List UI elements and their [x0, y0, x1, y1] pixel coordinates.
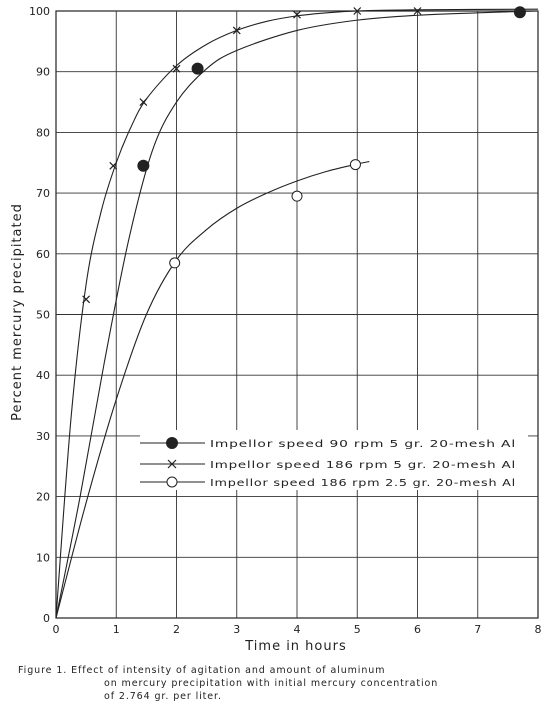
x-axis-label: Time in hours: [244, 639, 346, 654]
y-tick-label: 40: [36, 369, 50, 382]
data-point-x-mark: [293, 10, 301, 19]
legend-marker-186rpm-2-5gr: [140, 476, 205, 488]
data-point-filled-circle: [513, 6, 526, 19]
x-tick-label: 3: [233, 623, 240, 636]
legend-label-186rpm-2-5gr: Impellor speed 186 rpm 2.5 gr. 20-mesh A…: [210, 478, 516, 489]
figure-caption: Figure 1. Effect of intensity of agitati…: [18, 664, 548, 703]
legend-label-90rpm: Impellor speed 90 rpm 5 gr. 20-mesh Al: [210, 439, 516, 450]
caption-line-3: of 2.764 gr. per liter.: [104, 691, 222, 702]
x-tick-label: 6: [414, 623, 421, 636]
x-tick-label: 1: [113, 623, 120, 636]
series-curves: [55, 8, 539, 619]
curve-186rpm-2-5gr: [55, 161, 370, 619]
y-tick-label: 100: [29, 5, 50, 18]
y-tick-label: 20: [36, 491, 50, 504]
series-markers: [82, 6, 526, 304]
y-tick-label: 90: [36, 66, 50, 79]
data-point-x-mark: [232, 26, 241, 35]
data-point-x-mark: [353, 7, 362, 15]
x-tick-label: 0: [53, 623, 60, 636]
y-tick-label: 60: [36, 248, 50, 261]
data-point-open-circle: [291, 190, 303, 202]
y-tick-label: 70: [36, 187, 50, 200]
legend: Impellor speed 90 rpm 5 gr. 20-mesh Al I…: [140, 430, 528, 490]
data-point-x-mark: [413, 7, 422, 15]
data-point-open-circle: [169, 257, 181, 269]
data-point-x-mark: [82, 295, 91, 304]
data-point-filled-circle: [137, 159, 150, 172]
x-tick-label: 8: [535, 623, 542, 636]
curve-186rpm-5gr: [55, 8, 539, 619]
y-tick-label: 10: [36, 551, 50, 564]
data-point-filled-circle: [191, 62, 204, 75]
legend-label-186rpm-5gr: Impellor speed 186 rpm 5 gr. 20-mesh Al: [210, 460, 516, 471]
y-tick-label: 80: [36, 126, 50, 139]
y-tick-label: 30: [36, 430, 50, 443]
data-point-x-mark: [139, 98, 148, 106]
caption-line-1: Figure 1. Effect of intensity of agitati…: [18, 665, 386, 676]
y-axis-label: Percent mercury precipitated: [10, 203, 25, 421]
legend-marker-90rpm: [140, 437, 205, 449]
y-tick-label: 0: [43, 612, 50, 625]
legend-marker-186rpm-5gr: [140, 459, 205, 469]
data-point-open-circle: [349, 159, 361, 171]
data-point-x-mark: [172, 64, 181, 73]
x-tick-label: 4: [294, 623, 301, 636]
curve-90rpm-5gr: [55, 10, 539, 619]
x-tick-label: 7: [474, 623, 481, 636]
legend-background: [140, 430, 528, 490]
y-tick-label: 50: [36, 309, 50, 322]
data-point-x-mark: [109, 161, 118, 170]
grid: [55, 10, 539, 619]
caption-line-2: on mercury precipitation with initial me…: [104, 678, 439, 689]
x-tick-label: 2: [173, 623, 180, 636]
x-tick-label: 5: [354, 623, 361, 636]
